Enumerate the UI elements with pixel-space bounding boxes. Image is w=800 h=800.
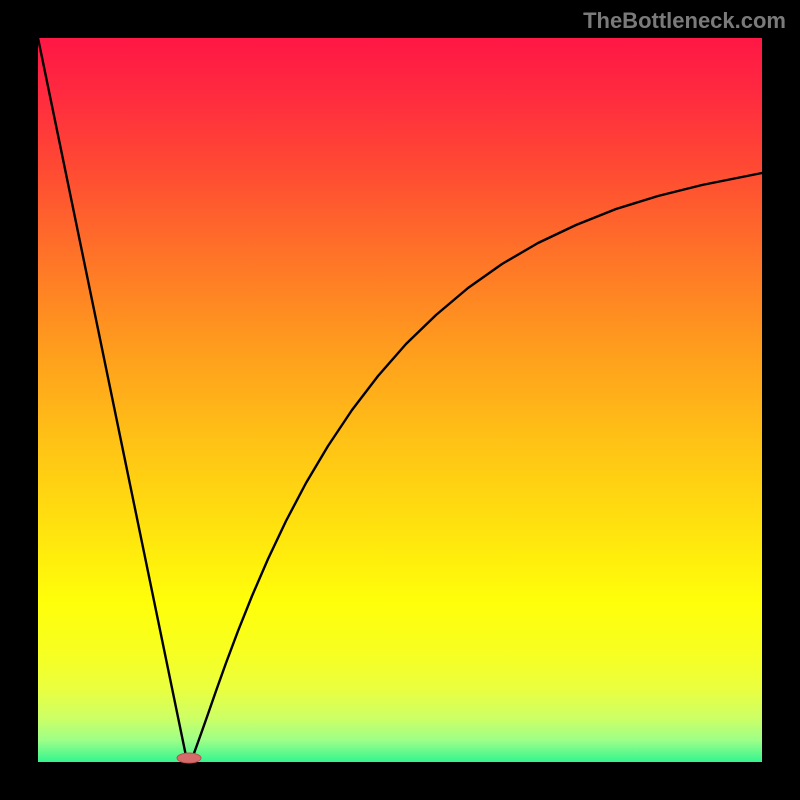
chart-svg	[0, 0, 800, 800]
watermark-text: TheBottleneck.com	[583, 8, 786, 34]
plot-background	[38, 38, 762, 762]
chart-container: TheBottleneck.com	[0, 0, 800, 800]
minimum-marker	[177, 753, 201, 763]
